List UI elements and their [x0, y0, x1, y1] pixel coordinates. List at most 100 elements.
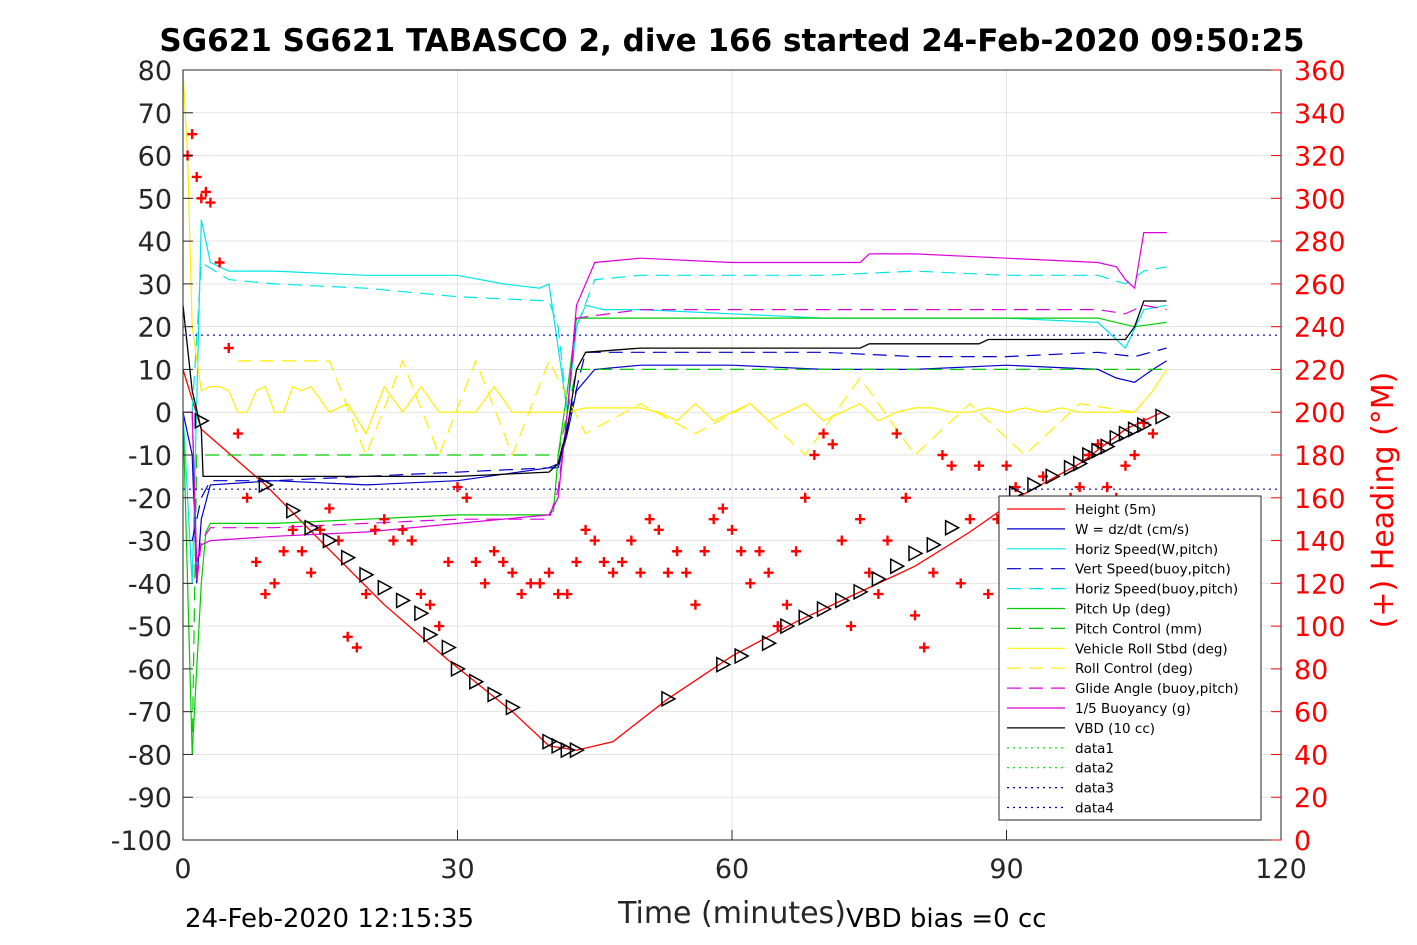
y2-tick-label-12: 120: [1294, 569, 1346, 600]
heading-point-62: [727, 524, 737, 535]
y-tick-label-11: -30: [128, 527, 172, 558]
vbd-marker-37: [1063, 459, 1080, 477]
heading-point-43: [553, 589, 564, 600]
y-tick-label-17: -90: [128, 783, 172, 814]
heading-point-108: [1147, 428, 1158, 439]
heading-point-65: [754, 546, 765, 557]
vbd-marker-22: [734, 647, 750, 665]
vbd-marker-14: [487, 686, 503, 703]
vbd-marker-11: [441, 639, 457, 656]
heading-point-27: [406, 535, 417, 546]
heading-point-41: [534, 578, 545, 589]
heading-point-35: [479, 578, 490, 589]
heading-point-58: [690, 599, 701, 610]
y2-tick-label-2: 320: [1294, 142, 1346, 173]
vbd-marker-7: [377, 579, 393, 596]
legend-label-3: Vert Speed(buoy,pitch): [1075, 562, 1231, 578]
vbd-marker-30: [889, 557, 906, 575]
y-tick-label-4: 40: [138, 227, 172, 258]
heading-point-72: [818, 428, 829, 439]
heading-point-42: [544, 567, 554, 578]
vbd-marker-42: [1109, 429, 1125, 447]
heading-point-1: [187, 129, 198, 140]
vbd-marker-20: [661, 690, 677, 708]
heading-point-103: [1102, 482, 1113, 493]
y-tick-label-14: -60: [128, 655, 172, 686]
vbd-marker-31: [908, 545, 924, 562]
y-tick-label-1: 70: [138, 99, 172, 130]
y2-tick-label-18: 0: [1294, 826, 1311, 857]
vbd-marker-10: [423, 626, 439, 643]
heading-point-66: [763, 567, 774, 578]
legend-label-7: Vehicle Roll Stbd (deg): [1075, 641, 1228, 657]
legend: Height (5m) W = dz/dt (cm/s) Horiz Speed(W…: [998, 495, 1262, 821]
heading-point-22: [361, 589, 371, 600]
heading-point-39: [516, 589, 527, 600]
heading-point-64: [745, 578, 756, 589]
heading-point-17: [315, 524, 326, 535]
heading-point-9: [242, 492, 253, 503]
y-tick-label-18: -100: [111, 826, 172, 857]
heading-point-33: [461, 492, 472, 503]
vbd-marker-2: [286, 502, 302, 519]
heading-point-88: [964, 514, 975, 525]
vbd-marker-18: [560, 741, 576, 759]
x-tick-label-2: 60: [715, 854, 749, 885]
heading-point-40: [525, 578, 536, 589]
heading-point-69: [791, 546, 802, 557]
x-tick-label-3: 90: [989, 854, 1023, 885]
legend-label-10: 1/5 Buoyancy (g): [1075, 701, 1191, 717]
chart-title: SG621 SG621 TABASCO 2, dive 166 started …: [159, 23, 1304, 59]
vbd-marker-40: [1091, 442, 1107, 459]
heading-point-11: [260, 589, 271, 600]
heading-point-71: [809, 450, 820, 460]
vbd-triangle-markers: [194, 408, 1171, 759]
series-line-6: [191, 368, 1163, 755]
vbd-marker-12: [450, 660, 467, 678]
legend-label-14: data3: [1075, 781, 1114, 797]
y2-tick-label-0: 360: [1294, 56, 1346, 87]
heading-point-52: [635, 567, 646, 578]
heading-point-46: [580, 524, 591, 535]
y-tick-label-5: 30: [138, 270, 172, 301]
heading-point-6: [214, 257, 225, 268]
heading-point-20: [342, 631, 353, 642]
vbd-marker-15: [505, 699, 521, 716]
y-tick-label-2: 60: [138, 142, 172, 173]
vbd-marker-23: [761, 634, 778, 652]
heading-point-100: [1074, 482, 1085, 493]
heading-point-60: [708, 514, 719, 525]
heading-point-70: [800, 492, 811, 503]
heading-point-53: [644, 514, 655, 525]
heading-point-15: [296, 546, 307, 557]
heading-point-48: [598, 556, 609, 567]
heading-point-82: [910, 610, 920, 621]
heading-point-90: [983, 589, 994, 600]
heading-markers: [182, 129, 1158, 653]
vbd-marker-25: [798, 609, 814, 626]
y-tick-label-12: -40: [128, 569, 172, 600]
legend-label-1: W = dz/dt (cm/s): [1075, 522, 1189, 538]
x-tick-label-0: 0: [174, 854, 191, 885]
heading-point-87: [955, 578, 966, 589]
heading-point-74: [836, 535, 847, 546]
footer-timestamp: 24-Feb-2020 12:15:35: [185, 904, 474, 934]
vbd-marker-19: [569, 741, 586, 759]
axes: 0 30 60 90 12080706050403020100-10-20-30-40-…: [111, 56, 1346, 885]
series-line-7: [182, 69, 1168, 435]
y2-tick-label-1: 340: [1294, 99, 1346, 130]
vbd-marker-32: [926, 536, 942, 554]
vbd-marker-29: [871, 570, 887, 588]
legend-label-9: Glide Angle (buoy,pitch): [1075, 681, 1239, 697]
series-line-11: [182, 300, 1167, 478]
heading-point-79: [882, 535, 893, 546]
vbd-marker-6: [359, 566, 375, 584]
heading-point-23: [370, 524, 381, 535]
y2-tick-label-16: 40: [1294, 740, 1328, 771]
legend-label-11: VBD (10 cc): [1075, 721, 1155, 737]
y-tick-label-15: -70: [128, 698, 172, 729]
y2-tick-label-15: 60: [1294, 698, 1328, 729]
heading-point-31: [443, 556, 454, 567]
heading-point-57: [681, 567, 692, 578]
